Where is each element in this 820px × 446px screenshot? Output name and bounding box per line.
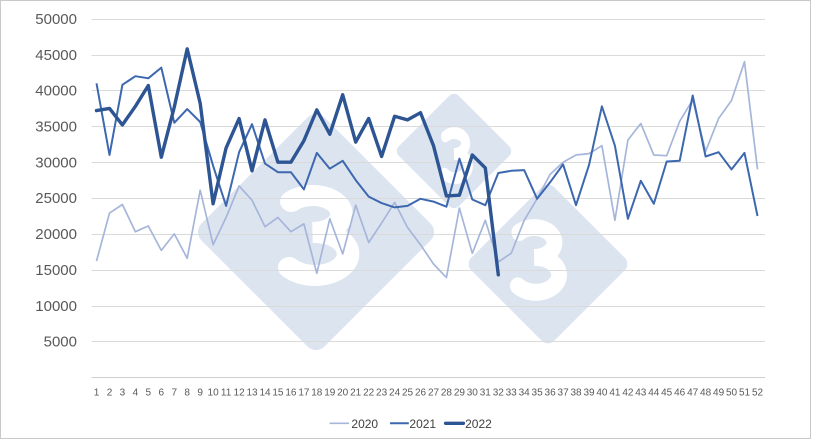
svg-text:23: 23: [376, 388, 388, 399]
svg-text:31: 31: [480, 388, 492, 399]
svg-text:50000: 50000: [35, 11, 77, 28]
svg-text:20000: 20000: [35, 226, 77, 243]
svg-text:8: 8: [184, 388, 190, 399]
svg-text:38: 38: [570, 388, 582, 399]
svg-text:44: 44: [648, 388, 660, 399]
svg-text:45: 45: [661, 388, 673, 399]
svg-text:40: 40: [596, 388, 608, 399]
svg-text:33: 33: [506, 388, 518, 399]
svg-text:20: 20: [337, 388, 349, 399]
svg-text:30: 30: [467, 388, 479, 399]
svg-text:16: 16: [285, 388, 297, 399]
svg-text:18: 18: [311, 388, 323, 399]
svg-text:47: 47: [687, 388, 699, 399]
svg-text:15000: 15000: [35, 262, 77, 279]
svg-text:50: 50: [726, 388, 738, 399]
svg-text:30000: 30000: [35, 154, 77, 171]
svg-text:48: 48: [700, 388, 712, 399]
svg-text:1: 1: [94, 388, 100, 399]
svg-text:35: 35: [532, 388, 544, 399]
svg-text:5: 5: [146, 388, 152, 399]
svg-text:7: 7: [172, 388, 178, 399]
svg-text:17: 17: [298, 388, 310, 399]
svg-text:32: 32: [493, 388, 505, 399]
svg-text:15: 15: [272, 388, 284, 399]
svg-text:37: 37: [558, 388, 570, 399]
svg-text:42: 42: [622, 388, 634, 399]
svg-text:21: 21: [350, 388, 362, 399]
svg-text:5000: 5000: [44, 334, 77, 351]
svg-text:41: 41: [609, 388, 621, 399]
svg-text:2022: 2022: [465, 417, 492, 431]
svg-text:13: 13: [246, 388, 258, 399]
svg-text:51: 51: [739, 388, 751, 399]
svg-text:52: 52: [752, 388, 764, 399]
svg-text:43: 43: [635, 388, 647, 399]
svg-text:10: 10: [208, 388, 220, 399]
svg-text:19: 19: [324, 388, 336, 399]
svg-text:27: 27: [428, 388, 440, 399]
svg-text:2020: 2020: [351, 417, 378, 431]
svg-text:14: 14: [259, 388, 271, 399]
svg-text:11: 11: [221, 388, 232, 399]
svg-text:10000: 10000: [35, 298, 77, 315]
svg-text:2021: 2021: [409, 417, 436, 431]
svg-text:9: 9: [197, 388, 203, 399]
svg-text:35000: 35000: [35, 119, 77, 136]
svg-text:26: 26: [415, 388, 427, 399]
svg-text:22: 22: [363, 388, 375, 399]
svg-text:29: 29: [454, 388, 466, 399]
svg-text:45000: 45000: [35, 47, 77, 64]
svg-text:40000: 40000: [35, 83, 77, 100]
svg-text:49: 49: [713, 388, 725, 399]
svg-text:4: 4: [133, 388, 139, 399]
svg-text:28: 28: [441, 388, 453, 399]
svg-text:3: 3: [120, 388, 126, 399]
svg-text:24: 24: [389, 388, 401, 399]
svg-text:6: 6: [159, 388, 165, 399]
svg-text:39: 39: [583, 388, 595, 399]
svg-text:36: 36: [545, 388, 557, 399]
svg-text:34: 34: [519, 388, 531, 399]
svg-text:25: 25: [402, 388, 414, 399]
svg-text:46: 46: [674, 388, 686, 399]
svg-text:25000: 25000: [35, 190, 77, 207]
svg-text:12: 12: [234, 388, 246, 399]
svg-text:2: 2: [107, 388, 113, 399]
